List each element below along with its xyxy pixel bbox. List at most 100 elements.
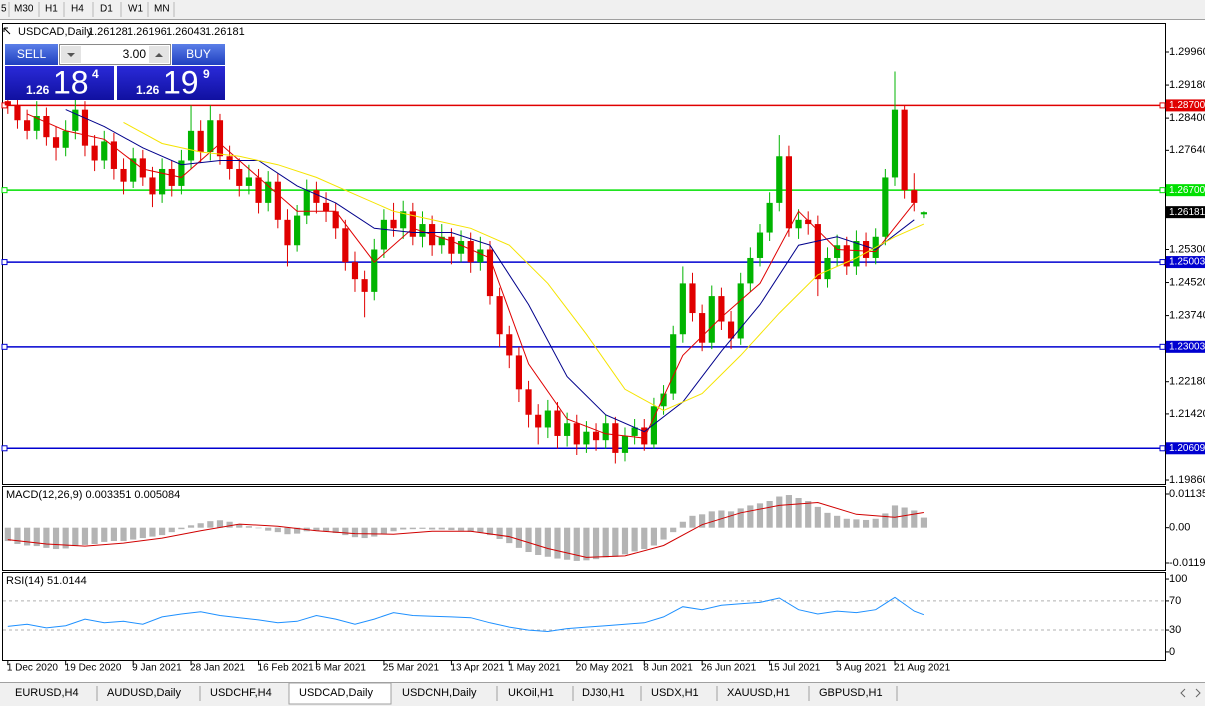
macd-bar [795,498,802,528]
lots-value[interactable]: 3.00 [123,47,147,61]
macd-bar [737,508,744,528]
y-tick-label: -0.01190 [1169,557,1205,569]
price-small: 4 [92,67,99,81]
tab[interactable]: DJ30,H1 [582,687,625,699]
timeframe-button[interactable]: M30 [14,4,34,15]
candle-body [390,219,397,229]
candle-body [400,211,407,229]
macd-bar [120,527,127,542]
timeframe-button[interactable]: D1 [100,4,113,15]
level-label: 1.28700 [1169,100,1205,111]
candle-body [583,431,590,445]
level-tag [1166,340,1205,353]
timeframe-button[interactable]: W1 [128,4,143,15]
candle-body [689,283,696,314]
level-handle [1159,445,1166,452]
candle-body [515,355,522,390]
macd-bar [390,527,397,532]
candle-body [236,168,243,186]
sell-button[interactable] [5,44,58,65]
macd-bar [602,527,609,558]
macd-bar [400,527,407,530]
candle-body [862,241,870,258]
arrow-up [155,53,163,57]
macd-bar [747,505,754,528]
tab[interactable]: UKOil,H1 [508,687,554,699]
price-small: 9 [203,67,210,81]
buy-label[interactable]: BUY [186,47,211,61]
candle-body [737,283,744,339]
candle-body [602,423,609,441]
candle-body [699,313,706,343]
macd-bar [756,503,764,528]
x-tick-label: 3 Aug 2021 [836,663,887,674]
candle-body [891,109,899,178]
x-tick-label: 19 Dec 2020 [65,663,122,674]
sell-price-box[interactable] [5,66,114,100]
tab[interactable]: USDX,H1 [651,687,699,699]
macd-bar [187,525,195,528]
macd-bar [62,527,69,549]
buy-button[interactable] [172,44,225,65]
candle-body [187,130,195,161]
tab[interactable]: XAUUSD,H1 [727,687,790,699]
timeframe-button[interactable]: 5 [1,4,7,15]
tab[interactable]: USDCNH,Daily [402,687,477,699]
macd-bar [255,527,262,529]
x-tick-label: 21 Aug 2021 [894,663,951,674]
macd-bar [785,495,793,528]
tab[interactable]: USDCHF,H4 [210,687,272,699]
candle-body [727,321,735,339]
candle-body [805,219,812,225]
macd-bar [679,521,686,528]
tab[interactable]: GBPUSD,H1 [819,687,883,699]
macd-bar [814,506,821,528]
x-tick-label: 25 Mar 2021 [383,663,440,674]
sell-label[interactable]: SELL [17,47,47,61]
timeframe-button[interactable]: H1 [45,4,58,15]
macd-bar [727,511,735,528]
macd-bar [361,527,368,539]
macd-bar [621,527,629,555]
x-tick-label: 9 Jan 2021 [132,663,182,674]
y-tick-label: 1.23740 [1169,310,1205,322]
x-tick-label: 1 Dec 2020 [7,663,59,674]
macd-bar [313,527,320,531]
moving-average [123,121,925,412]
candle-body [62,130,69,148]
level-label: 1.25003 [1169,257,1205,268]
buy-price-box[interactable] [117,66,225,100]
candle-body [380,219,387,250]
tab-separators [96,686,898,701]
macd-bar [139,527,146,539]
macd-bar [322,527,330,532]
macd-bar [515,527,522,548]
level-label: 1.23003 [1169,341,1205,352]
candle-body [882,177,889,237]
tab[interactable]: USDCAD,Daily [299,687,373,699]
candle-body [776,156,783,203]
y-tick-label: 1.21420 [1169,408,1205,420]
macd-bar [776,496,783,528]
level-tag [1166,184,1205,197]
lots-field[interactable] [59,44,171,65]
candle-body [24,120,31,131]
macd-bar [911,510,918,528]
candle-body [650,406,657,445]
tab[interactable]: EURUSD,H4 [15,687,79,699]
tab-scroll[interactable] [1180,688,1201,698]
candle-body [371,249,378,292]
macd-bar [535,527,542,555]
timeframe-button[interactable]: MN [154,4,170,15]
active-tab[interactable] [288,682,392,705]
tab[interactable]: AUDUSD,Daily [107,687,181,699]
indicator-title: RSI(14) 51.0144 [6,575,87,587]
candle-body [361,279,368,292]
macd-bar [342,527,349,536]
x-tick-label: 15 Jul 2021 [769,663,821,674]
macd-bar [843,518,850,528]
candle-body [342,228,349,263]
candle-body [91,145,98,161]
y-tick-label: 1.19860 [1169,474,1205,486]
timeframe-button[interactable]: H4 [71,4,84,15]
